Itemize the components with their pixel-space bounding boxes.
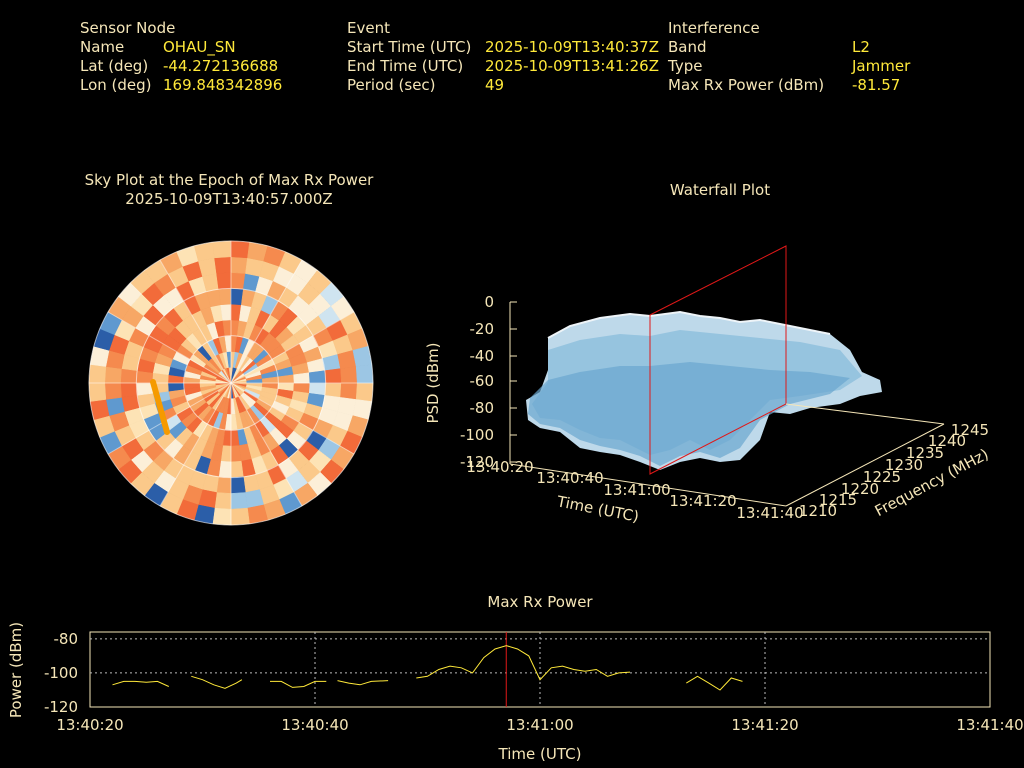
waterfall-z-label: PSD (dBm) [424,342,442,423]
chart-series-line [416,645,631,681]
sensor-name-value: OHAU_SN [163,38,236,56]
chart-series-line [686,675,743,691]
event-start-value: 2025-10-09T13:40:37Z [485,38,659,56]
sensor-lat-label: Lat (deg) [80,57,149,75]
waterfall-z-tick: -20 [470,320,495,338]
waterfall-time-axis [509,463,787,507]
waterfall-freq-tick: 1210 [799,502,837,520]
waterfall-z-tick: -100 [460,426,494,444]
waterfall-time-tick: 13:41:00 [603,481,670,499]
interference-maxrx-label: Max Rx Power (dBm) [668,76,825,94]
waterfall-freq-tick: 1220 [841,480,879,498]
waterfall-ridge [547,310,831,339]
sky-spoke [159,382,232,507]
sky-spoke [230,382,355,455]
waterfall-z-tick: -80 [470,399,495,417]
waterfall-back-axis [785,403,945,425]
chart-y-tick: -80 [54,630,79,648]
event-end-label: End Time (UTC) [347,57,464,75]
waterfall-freq-tick: 1240 [928,432,966,450]
waterfall-title: Waterfall Plot [669,181,771,199]
chart-x-tick: 13:41:00 [506,716,573,734]
interference-header: Interference [668,19,760,37]
chart-x-tick: 13:41:20 [731,716,798,734]
chart-series-line [191,675,243,689]
chart-y-tick: -120 [44,698,78,716]
waterfall-freq-tick: 1225 [863,468,901,486]
chart-x-tick: 13:40:20 [56,716,123,734]
sensor-lat-value: -44.272136688 [163,57,279,75]
sky-plot-epoch: 2025-10-09T13:40:57.000Z [125,190,333,208]
waterfall-time-tick: 13:41:40 [736,504,803,522]
interference-band-label: Band [668,38,707,56]
chart-series-line [112,680,170,687]
waterfall-time-tick: 13:40:20 [466,458,533,476]
waterfall-freq-tick: 1235 [906,444,944,462]
chart-series-line [337,680,389,686]
chart-series-line [270,680,327,688]
satellite-track [150,379,170,435]
waterfall-z-tick: 0 [484,293,494,311]
waterfall-freq-tick: 1245 [951,421,989,439]
interference-maxrx-value: -81.57 [852,76,901,94]
sky-spoke [107,382,232,455]
event-period-label: Period (sec) [347,76,436,94]
chart-x-tick: 13:40:40 [281,716,348,734]
interference-type-value: Jammer [852,57,911,75]
sky-spoke [230,311,355,384]
event-header: Event [347,19,390,37]
sky-spoke [159,259,232,384]
sky-plot-title: Sky Plot at the Epoch of Max Rx Power [84,171,374,189]
chart-x-label: Time (UTC) [498,745,582,763]
sky-spoke [230,259,303,384]
chart-title: Max Rx Power [487,593,593,611]
sensor-lon-value: 169.848342896 [163,76,283,94]
chart-y-tick: -100 [44,664,78,682]
sensor-name-label: Name [80,38,125,56]
chart-x-tick: 13:41:40 [956,716,1023,734]
waterfall-freq-tick: 1230 [885,456,923,474]
interference-type-label: Type [668,57,703,75]
sensor-node-header: Sensor Node [80,19,176,37]
chart-y-label: Power (dBm) [7,622,25,718]
event-start-label: Start Time (UTC) [347,38,472,56]
interference-band-value: L2 [852,38,870,56]
sky-spoke [107,311,232,384]
waterfall-time-tick: 13:41:20 [669,492,736,510]
waterfall-time-tick: 13:40:40 [536,469,603,487]
waterfall-z-tick: -40 [470,347,495,365]
waterfall-z-tick: -60 [470,372,495,390]
event-end-value: 2025-10-09T13:41:26Z [485,57,659,75]
waterfall-freq-axis [785,423,945,507]
sky-spoke [230,382,303,507]
waterfall-surface-front [528,362,850,466]
sensor-lon-label: Lon (deg) [80,76,152,94]
event-period-value: 49 [485,76,505,94]
waterfall-z-tick: -120 [460,453,494,471]
waterfall-freq-tick: 1215 [819,491,857,509]
